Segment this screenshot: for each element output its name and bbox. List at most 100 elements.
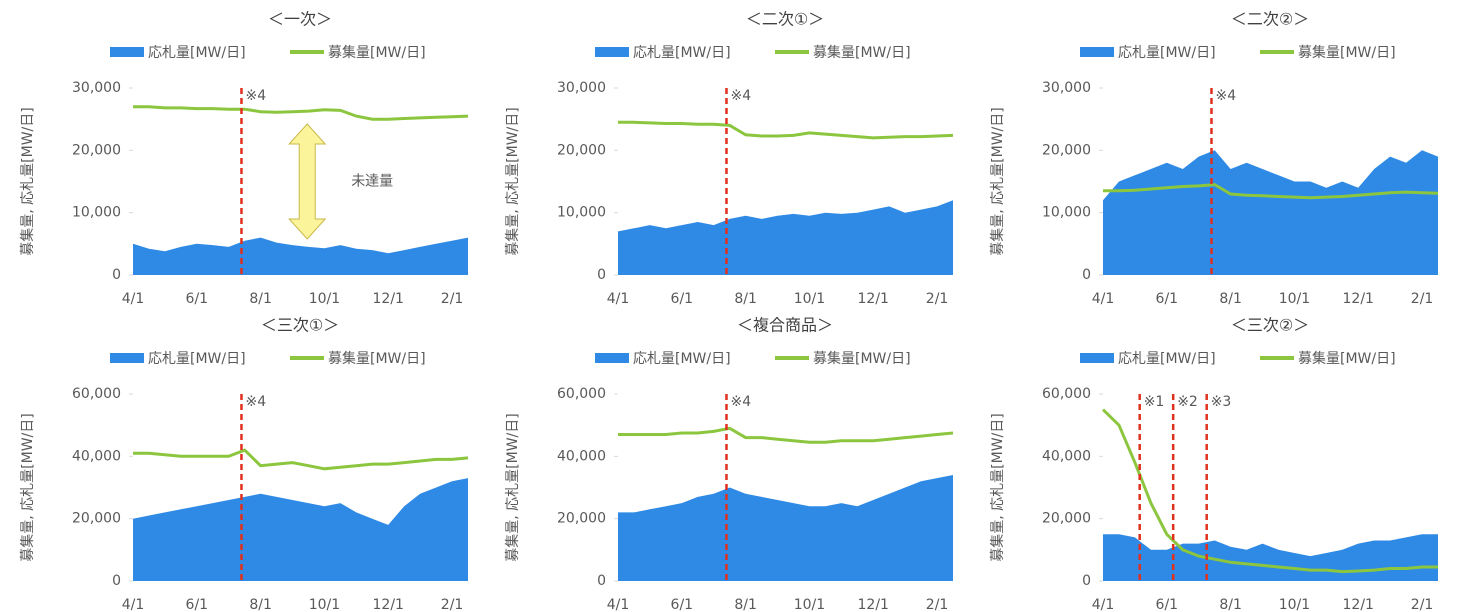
area bbox=[1103, 534, 1438, 581]
legend-label: 応札量[MW/日] bbox=[148, 351, 246, 367]
marker-label: ※3 bbox=[1211, 394, 1232, 410]
x-tick-label: 10/1 bbox=[1279, 291, 1310, 307]
y-tick-label: 30,000 bbox=[72, 80, 121, 96]
y-tick-label: 0 bbox=[597, 267, 606, 283]
line bbox=[133, 105, 469, 121]
y-tick-label: 20,000 bbox=[72, 142, 121, 158]
y-axis-label: 募集量, 応札量[MW/日] bbox=[990, 413, 1006, 561]
chart-panel: ＜二次②＞ 応札量[MW/日] 募集量[MW/日] 募集量, 応札量[MW/日] 0 10… bbox=[990, 10, 1439, 307]
chart-title: ＜三次②＞ bbox=[1231, 316, 1309, 335]
legend-label: 応札量[MW/日] bbox=[148, 45, 246, 61]
legend-label: 募集量[MW/日] bbox=[813, 45, 911, 61]
x-tick-label: 4/1 bbox=[122, 597, 145, 612]
line bbox=[133, 448, 469, 471]
x-tick-label: 10/1 bbox=[794, 597, 825, 612]
y-tick-label: 20,000 bbox=[72, 511, 121, 527]
legend-label: 募集量[MW/日] bbox=[813, 351, 911, 367]
x-tick-label: 10/1 bbox=[309, 597, 340, 612]
x-tick-label: 12/1 bbox=[858, 597, 889, 612]
x-tick-label: 6/1 bbox=[1156, 597, 1179, 612]
line bbox=[1103, 183, 1439, 200]
area bbox=[1103, 150, 1438, 275]
legend-label: 応札量[MW/日] bbox=[633, 45, 731, 61]
legend-swatch bbox=[110, 47, 144, 57]
y-tick-label: 60,000 bbox=[1042, 386, 1091, 402]
y-tick-label: 0 bbox=[1082, 267, 1091, 283]
chart-title: ＜二次①＞ bbox=[746, 10, 824, 29]
y-tick-label: 0 bbox=[1082, 573, 1091, 589]
x-tick-label: 4/1 bbox=[1092, 291, 1115, 307]
y-tick-label: 60,000 bbox=[557, 386, 606, 402]
chart-panel: ＜三次②＞ 応札量[MW/日] 募集量[MW/日] 募集量, 応札量[MW/日] 0 20… bbox=[990, 316, 1438, 612]
x-tick-label: 2/1 bbox=[441, 291, 464, 307]
x-tick-label: 6/1 bbox=[186, 597, 209, 612]
area bbox=[133, 237, 468, 275]
x-tick-label: 2/1 bbox=[926, 597, 949, 612]
y-axis-label: 募集量, 応札量[MW/日] bbox=[990, 107, 1006, 255]
marker-label: ※4 bbox=[730, 88, 751, 104]
y-tick-label: 10,000 bbox=[557, 205, 606, 221]
y-axis-label: 募集量, 応札量[MW/日] bbox=[20, 413, 36, 561]
chart-panel: ＜三次①＞ 応札量[MW/日] 募集量[MW/日] 募集量, 応札量[MW/日] 0 20… bbox=[20, 316, 469, 612]
legend-label: 応札量[MW/日] bbox=[633, 351, 731, 367]
legend-swatch bbox=[110, 353, 144, 363]
x-tick-label: 6/1 bbox=[1156, 291, 1179, 307]
x-tick-label: 8/1 bbox=[1219, 597, 1242, 612]
y-axis-label: 募集量, 応札量[MW/日] bbox=[505, 107, 521, 255]
x-tick-label: 8/1 bbox=[1219, 291, 1242, 307]
x-tick-label: 12/1 bbox=[1343, 291, 1374, 307]
y-tick-label: 10,000 bbox=[72, 205, 121, 221]
y-tick-label: 40,000 bbox=[72, 448, 121, 464]
legend-label: 応札量[MW/日] bbox=[1118, 45, 1216, 61]
y-tick-label: 0 bbox=[112, 573, 121, 589]
x-tick-label: 10/1 bbox=[309, 291, 340, 307]
y-tick-label: 20,000 bbox=[557, 142, 606, 158]
legend-swatch bbox=[595, 353, 629, 363]
x-tick-label: 10/1 bbox=[794, 291, 825, 307]
y-tick-label: 10,000 bbox=[1042, 205, 1091, 221]
legend-label: 募集量[MW/日] bbox=[1298, 351, 1396, 367]
legend-swatch bbox=[1080, 353, 1114, 363]
x-tick-label: 4/1 bbox=[607, 291, 630, 307]
x-tick-label: 4/1 bbox=[122, 291, 145, 307]
x-tick-label: 12/1 bbox=[858, 291, 889, 307]
y-tick-label: 30,000 bbox=[1042, 80, 1091, 96]
x-tick-label: 4/1 bbox=[607, 597, 630, 612]
x-tick-label: 10/1 bbox=[1279, 597, 1310, 612]
legend-label: 応札量[MW/日] bbox=[1118, 351, 1216, 367]
chart-title: ＜一次＞ bbox=[268, 10, 332, 29]
x-tick-label: 8/1 bbox=[249, 291, 272, 307]
legend-swatch bbox=[1080, 47, 1114, 57]
y-tick-label: 0 bbox=[112, 267, 121, 283]
gap-arrow bbox=[288, 123, 327, 240]
line bbox=[618, 120, 954, 140]
x-tick-label: 2/1 bbox=[1411, 291, 1434, 307]
x-tick-label: 4/1 bbox=[1092, 597, 1115, 612]
chart-panel: ＜一次＞ 応札量[MW/日] 募集量[MW/日] 募集量, 応札量[MW/日] 0 10,… bbox=[20, 10, 469, 307]
y-tick-label: 20,000 bbox=[557, 511, 606, 527]
legend-swatch bbox=[595, 47, 629, 57]
chart-panel: ＜二次①＞ 応札量[MW/日] 募集量[MW/日] 募集量, 応札量[MW/日] 0 10… bbox=[505, 10, 954, 307]
y-tick-label: 0 bbox=[597, 573, 606, 589]
x-tick-label: 6/1 bbox=[186, 291, 209, 307]
x-tick-label: 2/1 bbox=[441, 597, 464, 612]
y-axis-label: 募集量, 応札量[MW/日] bbox=[20, 107, 36, 255]
marker-label: ※4 bbox=[1215, 88, 1236, 104]
x-tick-label: 2/1 bbox=[926, 291, 949, 307]
y-tick-label: 40,000 bbox=[1042, 448, 1091, 464]
chart-title: ＜二次②＞ bbox=[1231, 10, 1309, 29]
gap-label: 未達量 bbox=[351, 174, 393, 190]
x-tick-label: 6/1 bbox=[671, 291, 694, 307]
y-tick-label: 20,000 bbox=[1042, 142, 1091, 158]
marker-label: ※4 bbox=[730, 394, 751, 410]
marker-label: ※2 bbox=[1177, 394, 1198, 410]
area bbox=[618, 200, 953, 275]
chart-panel: ＜複合商品＞ 応札量[MW/日] 募集量[MW/日] 募集量, 応札量[MW/日] 0 2… bbox=[505, 316, 954, 612]
x-tick-label: 8/1 bbox=[734, 291, 757, 307]
area bbox=[133, 478, 468, 581]
legend-label: 募集量[MW/日] bbox=[328, 45, 426, 61]
chart-title: ＜複合商品＞ bbox=[737, 316, 833, 335]
x-tick-label: 12/1 bbox=[373, 291, 404, 307]
y-tick-label: 40,000 bbox=[557, 448, 606, 464]
y-tick-label: 60,000 bbox=[72, 386, 121, 402]
